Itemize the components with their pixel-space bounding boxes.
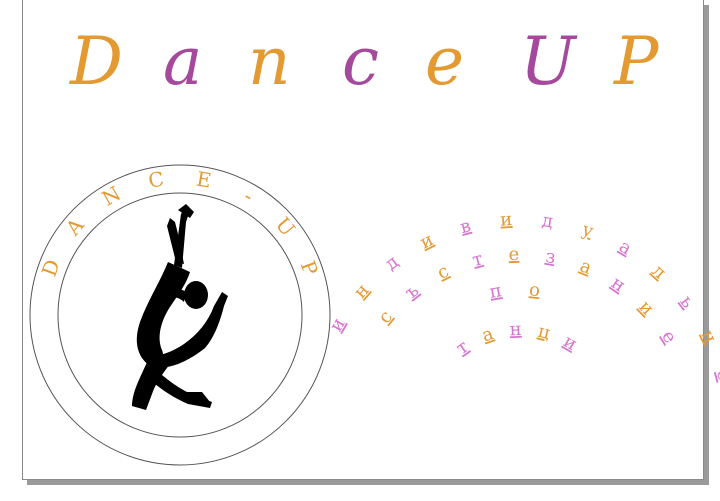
slogan-letter: л bbox=[648, 260, 670, 283]
slogan-letter: т bbox=[470, 248, 485, 271]
title-letter: U bbox=[520, 23, 576, 100]
title-letter: n bbox=[248, 23, 291, 100]
slogan-letter: п bbox=[488, 280, 503, 303]
ring-letter: C bbox=[147, 166, 166, 192]
ring-letter: - bbox=[240, 184, 258, 208]
slogan-letter: с bbox=[374, 307, 397, 328]
slogan-letter: и bbox=[560, 331, 581, 355]
logo-inner-ring bbox=[57, 192, 303, 438]
slogan-letter: ь bbox=[676, 292, 699, 313]
ring-letter: E bbox=[195, 167, 214, 193]
slogan-letter: н bbox=[697, 327, 720, 347]
slogan-letter: о bbox=[528, 279, 541, 301]
title-letter: c bbox=[342, 23, 379, 100]
title-letter: D bbox=[70, 23, 123, 100]
slogan-letter: а bbox=[615, 236, 635, 260]
title-letter: e bbox=[425, 23, 465, 100]
ring-letter: U bbox=[271, 212, 300, 240]
ring-letter: P bbox=[296, 258, 323, 279]
slogan-letter: и bbox=[417, 229, 437, 253]
slogan-line4: та н ц и bbox=[452, 319, 580, 359]
slogan-letter: н bbox=[350, 280, 374, 303]
slogan-letter: а bbox=[479, 323, 496, 346]
slogan-letter: и bbox=[635, 296, 658, 319]
slogan-letter: у bbox=[579, 219, 596, 242]
title-dance-up: D a n c e U P bbox=[0, 22, 720, 102]
slogan-letter: д bbox=[541, 210, 555, 232]
slogan-letter: ц bbox=[536, 321, 553, 344]
slogan-letter: с bbox=[434, 261, 452, 284]
slogan-letter: т bbox=[452, 336, 472, 359]
logo-outer-ring bbox=[29, 164, 331, 466]
ring-letter: A bbox=[60, 213, 89, 241]
slogan-letter: в bbox=[458, 215, 473, 238]
slogan-letter: и bbox=[500, 209, 513, 231]
slogan-letter: е bbox=[508, 244, 519, 265]
slogan-letter: д bbox=[381, 251, 403, 274]
slogan-letter: е bbox=[657, 327, 680, 347]
slogan-letter: н bbox=[509, 319, 522, 341]
slogan-letter: з bbox=[544, 246, 557, 268]
slogan-letter: н bbox=[607, 272, 629, 296]
title-letter: a bbox=[163, 23, 203, 100]
slogan-letter: а bbox=[577, 255, 595, 279]
dancer-silhouette-icon bbox=[132, 204, 228, 410]
slogan-letter: о bbox=[712, 368, 720, 384]
ring-letter: N bbox=[98, 181, 125, 211]
ring-letter: D bbox=[37, 256, 65, 279]
slogan-letter: ъ bbox=[401, 280, 423, 304]
title-letter: P bbox=[614, 23, 659, 100]
